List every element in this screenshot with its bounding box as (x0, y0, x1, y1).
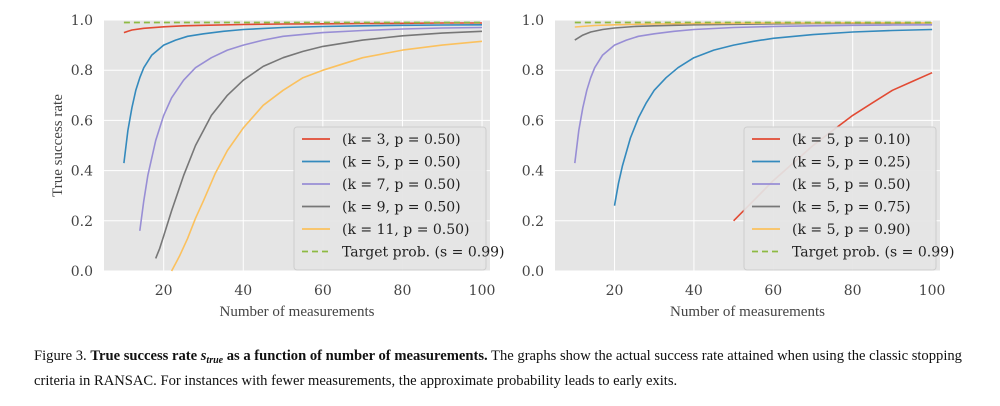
legend-label: (k = 5, p = 0.75) (792, 200, 911, 216)
y-tick-label: 1.0 (71, 13, 93, 29)
x-tick-label: 40 (685, 283, 703, 299)
caption-symbol-subscript: true (206, 355, 224, 366)
left-chart: 20 40 60 80 100 0.0 0.2 0.4 0.6 0.8 1.0 Number of m… (50, 13, 504, 320)
legend-label: (k = 7, p = 0.50) (342, 177, 461, 193)
y-tick-label: 0.2 (71, 214, 93, 230)
legend-label: (k = 3, p = 0.50) (342, 132, 461, 148)
caption-label: Figure 3. (34, 348, 87, 364)
legend-label: (k = 9, p = 0.50) (342, 200, 461, 216)
y-tick-label: 0.4 (522, 164, 544, 180)
legend-label: (k = 5, p = 0.10) (792, 132, 911, 148)
x-tick-label: 100 (469, 283, 496, 299)
legend-box (293, 126, 487, 271)
legend-box (743, 126, 937, 271)
x-tick-label: 20 (606, 283, 624, 299)
caption-title: True success rate strue as a function of… (90, 348, 488, 366)
legend-label: Target prob. (s = 0.99) (342, 245, 504, 261)
series-line (123, 22, 482, 34)
y-tick-label: 0.6 (71, 113, 93, 129)
x-tick-label: 80 (394, 283, 412, 299)
series-line (123, 24, 483, 164)
y-tick-label: 0.8 (522, 63, 544, 79)
caption-text: The graphs show the actual success rate … (34, 348, 962, 389)
series-line (170, 40, 483, 272)
series-line (574, 24, 933, 164)
x-tick-label: 40 (234, 283, 252, 299)
y-tick-label: 0.0 (522, 264, 544, 280)
y-tick-label: 1.0 (522, 13, 544, 29)
y-tick-label: 0.0 (71, 264, 93, 280)
y-tick-label: 0.4 (71, 164, 93, 180)
legend-label: Target prob. (s = 0.99) (792, 245, 954, 261)
y-axis-label: True success rate (50, 94, 66, 197)
right-chart: 20 40 60 80 100 0.0 0.2 0.4 0.6 0.8 1.0 Number of m… (522, 13, 955, 320)
x-tick-label: 80 (844, 283, 862, 299)
x-tick-label: 100 (919, 283, 946, 299)
series-line (139, 26, 483, 231)
caption-symbol: s (200, 348, 207, 364)
series-line (613, 28, 933, 206)
y-tick-label: 0.8 (71, 63, 93, 79)
legend-label: (k = 5, p = 0.50) (342, 155, 461, 171)
legend-label: (k = 5, p = 0.90) (792, 222, 911, 238)
y-tick-label: 0.6 (522, 113, 544, 129)
figure-canvas: 20 40 60 80 100 0.0 0.2 0.4 0.6 0.8 1.0 Number of m… (50, 13, 955, 320)
legend-label: (k = 11, p = 0.50) (342, 222, 470, 238)
figure-caption: Figure 3. True success rate strue as a f… (34, 346, 974, 391)
legend-label: (k = 5, p = 0.50) (792, 177, 911, 193)
series-line (154, 30, 483, 259)
x-axis-label: Number of measurements (670, 304, 825, 320)
x-tick-label: 60 (764, 283, 782, 299)
x-tick-label: 60 (314, 283, 332, 299)
x-axis-label: Number of measurements (220, 304, 375, 320)
x-tick-label: 20 (155, 283, 173, 299)
legend-label: (k = 5, p = 0.25) (792, 155, 911, 171)
y-tick-label: 0.2 (522, 214, 544, 230)
